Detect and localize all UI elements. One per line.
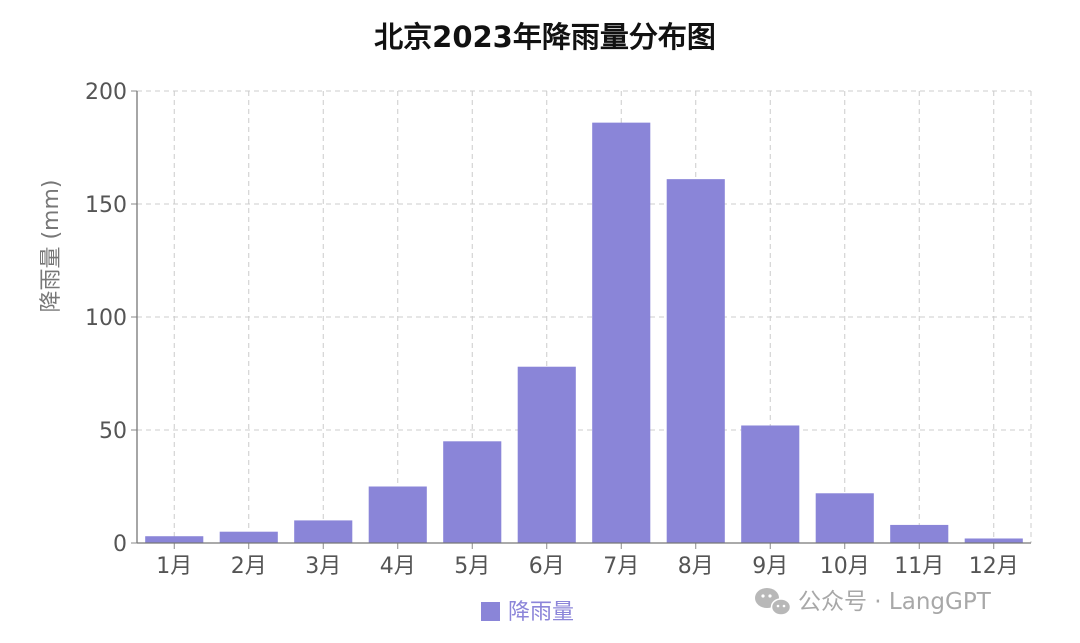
y-tick-labels: 0 50 100 150 200 — [85, 80, 127, 557]
x-tick-label: 4月 — [380, 554, 416, 579]
x-tick-label: 5月 — [454, 554, 490, 579]
bar[interactable] — [890, 524, 949, 543]
x-tick-label: 8月 — [678, 554, 714, 579]
bar[interactable] — [741, 425, 800, 543]
x-tick-label: 2月 — [231, 554, 267, 579]
bar[interactable] — [666, 179, 725, 543]
wechat-icon — [755, 588, 792, 616]
y-axis-label: 降雨量 (mm) — [39, 179, 64, 312]
bar[interactable] — [368, 486, 427, 544]
x-tick-label: 9月 — [752, 554, 788, 579]
x-tick-label: 3月 — [305, 554, 341, 579]
y-tick-label: 0 — [113, 532, 127, 557]
chart-title: 北京2023年降雨量分布图 — [374, 20, 716, 54]
watermark-text: 公众号 · LangGPT — [798, 589, 992, 615]
bar[interactable] — [517, 366, 576, 543]
x-tick-label: 11月 — [894, 554, 944, 579]
bar[interactable] — [815, 493, 874, 543]
legend[interactable]: 降雨量 — [481, 600, 574, 625]
x-tick-label: 7月 — [603, 554, 639, 579]
x-tick-labels: 1月 2月 3月 4月 5月 6月 7月 8月 9月 10月 11月 12月 — [156, 554, 1019, 579]
legend-swatch — [481, 602, 500, 621]
bar[interactable] — [443, 441, 502, 543]
grid — [137, 90, 1032, 543]
y-tick-label: 100 — [85, 306, 127, 331]
bar[interactable] — [219, 531, 278, 543]
x-tick-label: 12月 — [969, 554, 1019, 579]
bar[interactable] — [592, 122, 651, 543]
watermark: 公众号 · LangGPT — [755, 588, 992, 616]
y-tick-label: 200 — [85, 80, 127, 105]
x-tick-label: 10月 — [820, 554, 870, 579]
bar[interactable] — [294, 520, 353, 543]
x-tick-label: 6月 — [529, 554, 565, 579]
bars — [145, 122, 1023, 544]
legend-label: 降雨量 — [508, 600, 574, 625]
bar[interactable] — [145, 536, 204, 543]
y-tick-label: 50 — [99, 419, 127, 444]
bar[interactable] — [964, 538, 1023, 543]
y-tick-label: 150 — [85, 193, 127, 218]
x-tick-label: 1月 — [156, 554, 192, 579]
axes — [131, 90, 1031, 549]
